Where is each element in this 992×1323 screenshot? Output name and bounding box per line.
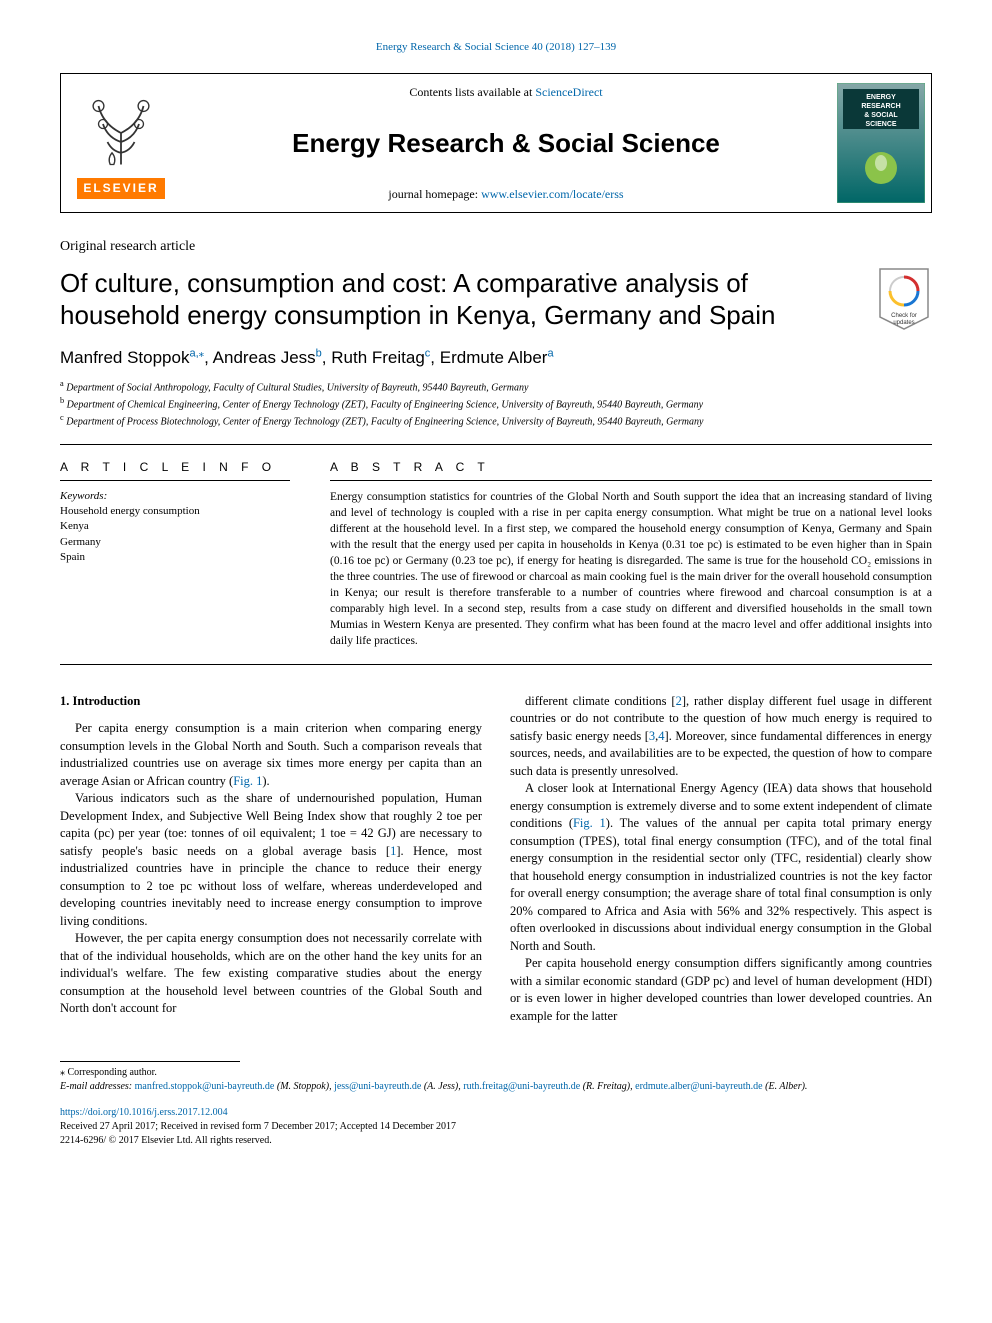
copyright: 2214-6296/ © 2017 Elsevier Ltd. All righ… [60,1134,932,1148]
affil-sup: b [60,396,64,405]
journal-cover-icon: ENERGY RESEARCH & SOCIAL SCIENCE [837,83,925,203]
affiliation-a: a Department of Social Anthropology, Fac… [60,378,932,395]
divider [330,480,932,481]
author-1: Andreas Jessb [213,348,322,367]
affiliations: a Department of Social Anthropology, Fac… [60,378,932,430]
contents-prefix: Contents lists available at [409,85,535,99]
journal-name: Energy Research & Social Science [181,125,831,161]
email-link[interactable]: ruth.freitag@uni-bayreuth.de [463,1081,580,1092]
affiliation-b: b Department of Chemical Engineering, Ce… [60,395,932,412]
emails-line: E-mail addresses: manfred.stoppok@uni-ba… [60,1080,932,1094]
email-link[interactable]: erdmute.alber@uni-bayreuth.de [635,1081,763,1092]
keyword: Kenya [60,519,290,534]
citation-ref[interactable]: 3 [649,729,655,743]
citation-ref[interactable]: 1 [390,844,396,858]
keyword: Germany [60,535,290,550]
divider [60,480,290,481]
svg-text:ENERGY: ENERGY [866,94,896,101]
citation-ref[interactable]: 4 [658,729,664,743]
journal-header-center: Contents lists available at ScienceDirec… [181,74,831,212]
article-type: Original research article [60,237,932,257]
footnotes-rule [60,1061,240,1062]
authors: Manfred Stoppoka,⁎, Andreas Jessb, Ruth … [60,346,932,370]
keyword: Spain [60,550,290,565]
author-aff-link[interactable]: c [425,347,431,359]
divider [60,664,932,665]
title-row: Of culture, consumption and cost: A comp… [60,267,932,332]
crossmark-badge[interactable]: Check for updates [876,267,932,331]
abstract: A B S T R A C T Energy consumption stati… [330,459,932,650]
keywords-label: Keywords: [60,489,290,504]
author-name: Manfred Stoppok [60,348,189,367]
svg-text:SCIENCE: SCIENCE [865,121,896,128]
email-who: (E. Alber). [765,1081,807,1092]
journal-cover[interactable]: ENERGY RESEARCH & SOCIAL SCIENCE [831,74,931,212]
section-1-heading: 1. Introduction [60,693,482,711]
author-name: Ruth Freitag [331,348,425,367]
email-who: (M. Stoppok) [277,1081,329,1092]
crossmark-line2: updates [893,320,914,326]
abstract-text: Energy consumption statistics for countr… [330,489,932,650]
author-name: Erdmute Alber [440,348,548,367]
figure-ref[interactable]: Fig. 1 [573,816,606,830]
affil-sup: a [60,379,64,388]
elsevier-tree-icon [76,88,166,178]
elsevier-wordmark: ELSEVIER [77,178,164,199]
svg-text:& SOCIAL: & SOCIAL [864,112,898,119]
svg-text:RESEARCH: RESEARCH [861,103,900,110]
author-3: Erdmute Albera [440,348,554,367]
author-name: Andreas Jess [213,348,316,367]
body-para: A closer look at International Energy Ag… [510,780,932,955]
body-para: However, the per capita energy consumpti… [60,930,482,1018]
body-para: Various indicators such as the share of … [60,790,482,930]
email-link[interactable]: manfred.stoppok@uni-bayreuth.de [135,1081,275,1092]
homepage-line: journal homepage: www.elsevier.com/locat… [181,186,831,203]
email-who: (A. Jess) [424,1081,458,1092]
body-para: different climate conditions [2], rather… [510,693,932,781]
article-info-heading: A R T I C L E I N F O [60,459,290,476]
emails-label: E-mail addresses: [60,1081,135,1092]
abstract-heading: A B S T R A C T [330,459,932,476]
doi-link[interactable]: https://doi.org/10.1016/j.erss.2017.12.0… [60,1107,228,1118]
homepage-link[interactable]: www.elsevier.com/locate/erss [481,187,624,201]
divider [60,444,932,445]
doi-block: https://doi.org/10.1016/j.erss.2017.12.0… [60,1106,932,1148]
affil-text: Department of Social Anthropology, Facul… [66,382,528,393]
affil-text: Department of Chemical Engineering, Cent… [67,399,703,410]
top-citation: Energy Research & Social Science 40 (201… [60,40,932,55]
figure-ref[interactable]: Fig. 1 [233,774,262,788]
article-title: Of culture, consumption and cost: A comp… [60,267,860,332]
contents-line: Contents lists available at ScienceDirec… [181,84,831,101]
affiliation-c: c Department of Process Biotechnology, C… [60,412,932,429]
author-0: Manfred Stoppoka,⁎ [60,348,204,367]
corresponding-author: ⁎ Corresponding author. [60,1066,932,1080]
crossmark-line1: Check for [891,313,917,319]
author-2: Ruth Freitagc [331,348,430,367]
sciencedirect-link[interactable]: ScienceDirect [535,85,602,99]
article-info: A R T I C L E I N F O Keywords: Househol… [60,459,290,650]
email-link[interactable]: jess@uni-bayreuth.de [334,1081,421,1092]
affil-sup: c [60,413,64,422]
author-aff-link[interactable]: a [547,347,553,359]
body-para: Per capita energy consumption is a main … [60,720,482,790]
homepage-prefix: journal homepage: [388,187,481,201]
keyword: Household energy consumption [60,504,290,519]
body-para: Per capita household energy consumption … [510,955,932,1025]
journal-header: ELSEVIER Contents lists available at Sci… [60,73,932,213]
affil-text: Department of Process Biotechnology, Cen… [66,417,703,428]
keywords-list: Household energy consumption Kenya Germa… [60,504,290,566]
top-citation-link[interactable]: Energy Research & Social Science 40 (201… [376,41,616,53]
citation-ref[interactable]: 2 [676,694,682,708]
info-abstract-row: A R T I C L E I N F O Keywords: Househol… [60,459,932,650]
elsevier-logo[interactable]: ELSEVIER [61,74,181,212]
footnotes: ⁎ Corresponding author. E-mail addresses… [60,1066,932,1094]
email-who: (R. Freitag) [583,1081,630,1092]
article-history: Received 27 April 2017; Received in revi… [60,1120,932,1134]
body-text: 1. Introduction Per capita energy consum… [60,693,932,1026]
author-aff-link[interactable]: b [316,347,322,359]
author-aff-link[interactable]: a, [189,347,198,359]
author-corr-link[interactable]: ⁎ [199,347,205,359]
